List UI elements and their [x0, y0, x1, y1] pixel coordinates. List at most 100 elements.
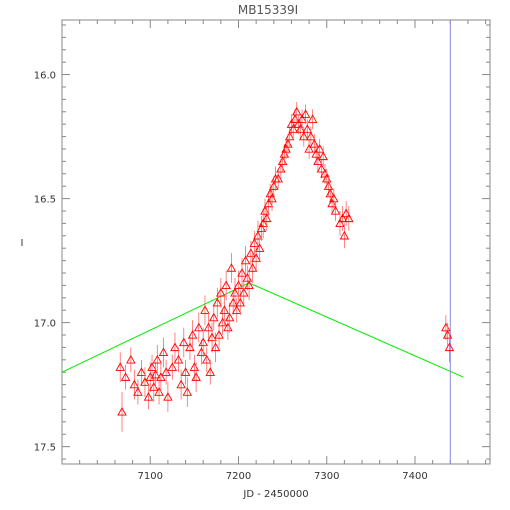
data-point: [307, 109, 318, 130]
triangle-marker: [237, 268, 247, 277]
data-point: [337, 206, 348, 231]
triangle-marker: [300, 109, 311, 118]
data-point: [185, 335, 195, 360]
triangle-marker: [341, 208, 351, 218]
data-point: [115, 352, 126, 383]
data-point: [224, 302, 235, 333]
data-point: [330, 201, 341, 221]
data-point: [207, 322, 217, 353]
data-point: [231, 297, 242, 323]
data-point: [339, 223, 350, 249]
axis-ticks: [61, 20, 490, 464]
data-point: [140, 367, 150, 398]
triangle-marker: [201, 354, 212, 364]
triangle-marker: [156, 372, 166, 381]
y-tick-label: 17.0: [34, 319, 56, 330]
data-point: [261, 206, 272, 231]
data-point: [313, 151, 323, 172]
data-point: [441, 315, 451, 340]
triangle-marker: [120, 372, 131, 381]
triangle-marker: [233, 280, 244, 290]
chart-title: MB15339I: [238, 3, 298, 17]
triangle-marker: [179, 337, 189, 347]
triangle-marker: [273, 173, 283, 183]
x-tick-label: 7400: [402, 471, 427, 482]
data-point: [219, 295, 230, 326]
triangle-marker: [147, 362, 157, 371]
y-tick-label: 16.5: [34, 195, 56, 206]
data-point: [299, 126, 309, 147]
data-point: [302, 119, 313, 140]
data-point: [187, 320, 198, 350]
data-point: [228, 290, 238, 316]
triangle-marker: [219, 305, 230, 314]
data-point: [154, 379, 164, 405]
data-point: [158, 337, 169, 368]
triangle-marker: [235, 297, 246, 307]
data-point: [117, 392, 127, 432]
data-point: [133, 379, 143, 405]
plot-frame: [61, 19, 491, 465]
triangle-marker: [161, 367, 171, 376]
triangle-marker: [230, 287, 240, 297]
triangle-marker: [240, 255, 251, 265]
triangle-marker: [329, 193, 339, 203]
triangle-marker: [325, 188, 336, 198]
triangle-marker: [249, 238, 260, 247]
data-point: [253, 220, 263, 251]
data-point: [136, 359, 147, 385]
data-point: [205, 359, 216, 385]
triangle-marker: [210, 342, 221, 352]
data-point: [291, 101, 302, 122]
triangle-marker: [191, 372, 201, 381]
triangle-marker: [163, 392, 173, 401]
data-point: [251, 245, 261, 271]
data-point: [170, 332, 180, 363]
data-point: [309, 134, 320, 154]
triangle-marker: [205, 367, 216, 376]
triangle-marker: [207, 332, 217, 342]
data-point: [239, 280, 249, 306]
triangle-marker: [307, 114, 318, 123]
triangle-marker: [306, 131, 316, 141]
triangle-marker: [221, 280, 231, 290]
data-point: [306, 126, 316, 147]
x-axis-label: JD - 2450000: [242, 489, 308, 500]
data-point: [173, 347, 184, 373]
data-point: [335, 210, 345, 236]
data-point: [152, 344, 163, 375]
triangle-marker: [209, 312, 219, 322]
triangle-marker: [302, 124, 313, 133]
triangle-marker: [444, 342, 455, 352]
data-point: [269, 176, 279, 197]
data-point: [297, 109, 307, 130]
data-point: [277, 151, 288, 172]
triangle-marker: [203, 322, 214, 332]
triangle-marker: [143, 392, 154, 401]
data-point: [254, 235, 265, 261]
triangle-marker: [316, 163, 327, 173]
data-point: [194, 312, 204, 343]
data-point: [344, 206, 354, 231]
triangle-marker: [158, 347, 169, 357]
triangle-marker: [182, 387, 193, 396]
data-point: [212, 287, 223, 318]
data-point: [260, 198, 270, 224]
data-point: [216, 277, 226, 308]
triangle-marker: [126, 354, 136, 364]
data-point: [156, 362, 166, 393]
triangle-marker: [267, 193, 277, 203]
triangle-marker: [226, 263, 237, 272]
data-point: [263, 191, 274, 216]
data-point: [267, 186, 277, 211]
data-point: [182, 377, 193, 407]
triangle-marker: [254, 243, 265, 252]
data-points-layer: [115, 101, 455, 432]
data-point: [314, 139, 325, 159]
data-point: [120, 364, 131, 390]
triangle-marker: [297, 114, 307, 123]
triangle-marker: [200, 305, 210, 314]
data-point: [201, 347, 212, 373]
triangle-marker: [167, 362, 178, 371]
